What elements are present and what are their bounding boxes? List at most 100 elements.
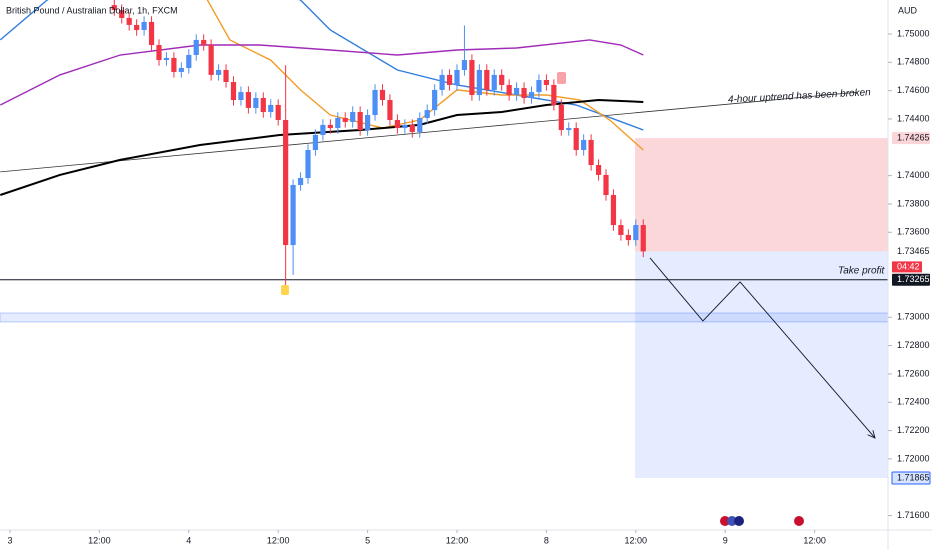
candle-body [476, 69, 482, 96]
candle-body [201, 39, 207, 46]
candle-body [506, 84, 512, 96]
arrow-head [867, 430, 876, 439]
chart-title: British Pound / Australian Dollar, 1h, F… [6, 5, 178, 15]
y-tick-label: 1.73600 [897, 227, 930, 237]
x-tick-label: 9 [723, 535, 728, 545]
candle-body [521, 87, 527, 99]
candle-body [573, 128, 579, 150]
candle-body [491, 74, 497, 90]
x-tick-label: 5 [365, 535, 370, 545]
candle-body [424, 110, 430, 118]
candle-body [126, 17, 132, 25]
event-icon [794, 516, 804, 526]
candle-body [312, 134, 319, 150]
candle-body [148, 21, 155, 46]
countdown: 04:42 [897, 261, 920, 271]
candle-body [625, 234, 631, 241]
candle-body [372, 89, 378, 116]
y-tick-label: 1.72200 [897, 425, 930, 435]
candle-body [178, 67, 184, 72]
event-icon [727, 516, 737, 526]
candle-body [588, 139, 594, 166]
x-tick-label: 12:00 [803, 535, 826, 545]
candle-body [283, 119, 289, 246]
countdown-box [892, 261, 922, 273]
x-tick-label: 12:00 [88, 535, 111, 545]
y-tick-label: 1.71600 [897, 510, 930, 520]
candle-body [156, 45, 162, 61]
y-tick-label: 1.72800 [897, 340, 930, 350]
candle-body [640, 225, 646, 252]
candle-body [469, 60, 475, 96]
y-tick-label: 1.74400 [897, 113, 930, 123]
target-price-label-box [891, 471, 931, 485]
candle-body [581, 139, 587, 150]
candle-body [320, 124, 326, 135]
candle-body [119, 10, 125, 18]
candle-body [417, 117, 423, 133]
candle-body [514, 87, 520, 96]
event-marker [557, 72, 566, 84]
candle-body [387, 99, 393, 120]
y-tick-label: 1.72600 [897, 368, 930, 378]
y-tick-label: 1.72400 [897, 397, 930, 407]
candle-body [215, 69, 222, 75]
take-profit-price-label: 1.73265 [897, 274, 930, 284]
y-tick-label: 1.73000 [897, 312, 930, 322]
candle-body [268, 104, 274, 113]
x-tick-label: 12:00 [446, 535, 469, 545]
moving-average [0, 39, 644, 106]
candle-body [350, 112, 356, 122]
take-profit-price-label-box [892, 273, 930, 286]
y-tick-label: 1.75000 [897, 28, 930, 38]
y-tick-label: 1.74800 [897, 57, 930, 67]
stop-zone [635, 138, 888, 252]
candle-body [618, 225, 624, 235]
x-tick-label: 8 [544, 535, 549, 545]
candle-body [305, 149, 311, 179]
candle-body [260, 98, 266, 113]
candle-body [379, 89, 386, 100]
candle-body [394, 119, 400, 129]
candle-body [230, 82, 237, 100]
candle-body [595, 165, 602, 175]
axis-currency: AUD [898, 5, 918, 15]
candle-body [499, 74, 505, 85]
candle-body [402, 124, 408, 129]
candle-body [528, 92, 535, 99]
target-price-label: 1.71865 [897, 472, 930, 482]
x-tick-label: 12:00 [267, 535, 290, 545]
candle-body [245, 92, 251, 108]
candle-body [439, 74, 445, 90]
candle-body [111, 5, 117, 11]
stop-price-label: 1.74265 [897, 132, 930, 142]
candle-body [454, 69, 460, 85]
candle-body [566, 128, 572, 131]
event-icon [734, 516, 744, 526]
stop-price-label-box [892, 132, 930, 145]
y-tick-label: 1.74000 [897, 170, 930, 180]
candle-body [409, 124, 415, 133]
candle-body [163, 57, 170, 61]
target-zone [635, 251, 888, 479]
x-tick-label: 12:00 [625, 535, 648, 545]
candle-body [536, 80, 542, 93]
moving-average [0, 0, 644, 131]
candle-body [461, 60, 468, 70]
candle-body [603, 174, 609, 196]
candle-body [335, 117, 341, 129]
candle-body [223, 69, 229, 83]
candle-body [186, 54, 192, 68]
candle-body [253, 98, 259, 108]
candle-body [484, 69, 490, 90]
candle-body [171, 57, 177, 72]
candle-body [357, 112, 363, 131]
candle-body [297, 178, 304, 185]
candle-body [275, 104, 281, 120]
entry-price-label-box [892, 245, 930, 258]
candle-body [327, 124, 333, 129]
candle-body [432, 89, 438, 111]
candle-body [141, 21, 147, 31]
